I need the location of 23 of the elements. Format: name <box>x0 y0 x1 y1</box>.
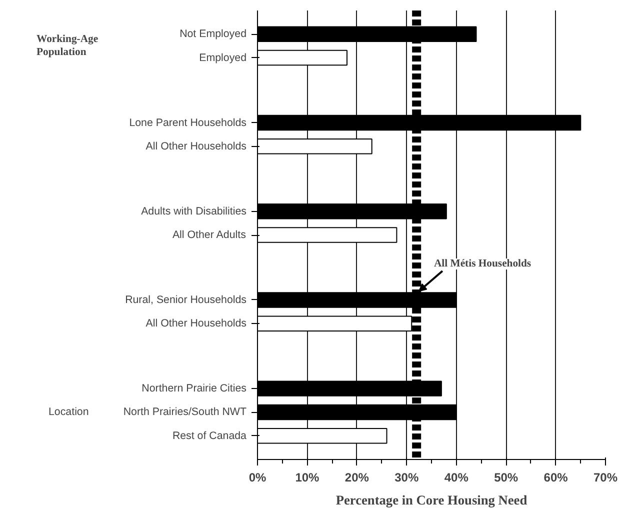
x-tick-label: 50% <box>494 470 518 484</box>
y-tick-label: All Other Adults <box>172 229 246 241</box>
ref-line-label: All Métis Households <box>434 258 532 270</box>
y-tick-label: All Other Households <box>146 318 247 330</box>
y-tick-label: Not Employed <box>180 28 247 40</box>
y-tick-label: Adults with Disabilities <box>141 205 247 218</box>
x-axis-title: Percentage in Core Housing Need <box>336 492 528 508</box>
x-tick-label: 60% <box>544 470 568 484</box>
x-tick-label: 10% <box>295 470 320 484</box>
y-tick-label: Lone Parent Households <box>129 116 247 129</box>
y-tick-label: North Prairies/South NWT <box>123 406 247 418</box>
y-tick-label: Rural, Senior Households <box>125 294 247 306</box>
y-tick-label: Northern Prairie Cities <box>142 382 247 395</box>
text: Location <box>48 406 89 418</box>
x-tick-label: 20% <box>344 470 370 484</box>
y-tick-label: Rest of Canada <box>172 430 247 442</box>
x-tick-label: 40% <box>444 470 469 484</box>
y-tick-label: Employed <box>199 52 247 64</box>
x-tick-label: 0% <box>248 470 266 484</box>
text: Working-Age Population <box>36 34 98 58</box>
x-tick-label: 30% <box>394 470 419 484</box>
x-tick-label: 70% <box>593 470 618 484</box>
y-tick-label: All Other Households <box>146 140 247 152</box>
